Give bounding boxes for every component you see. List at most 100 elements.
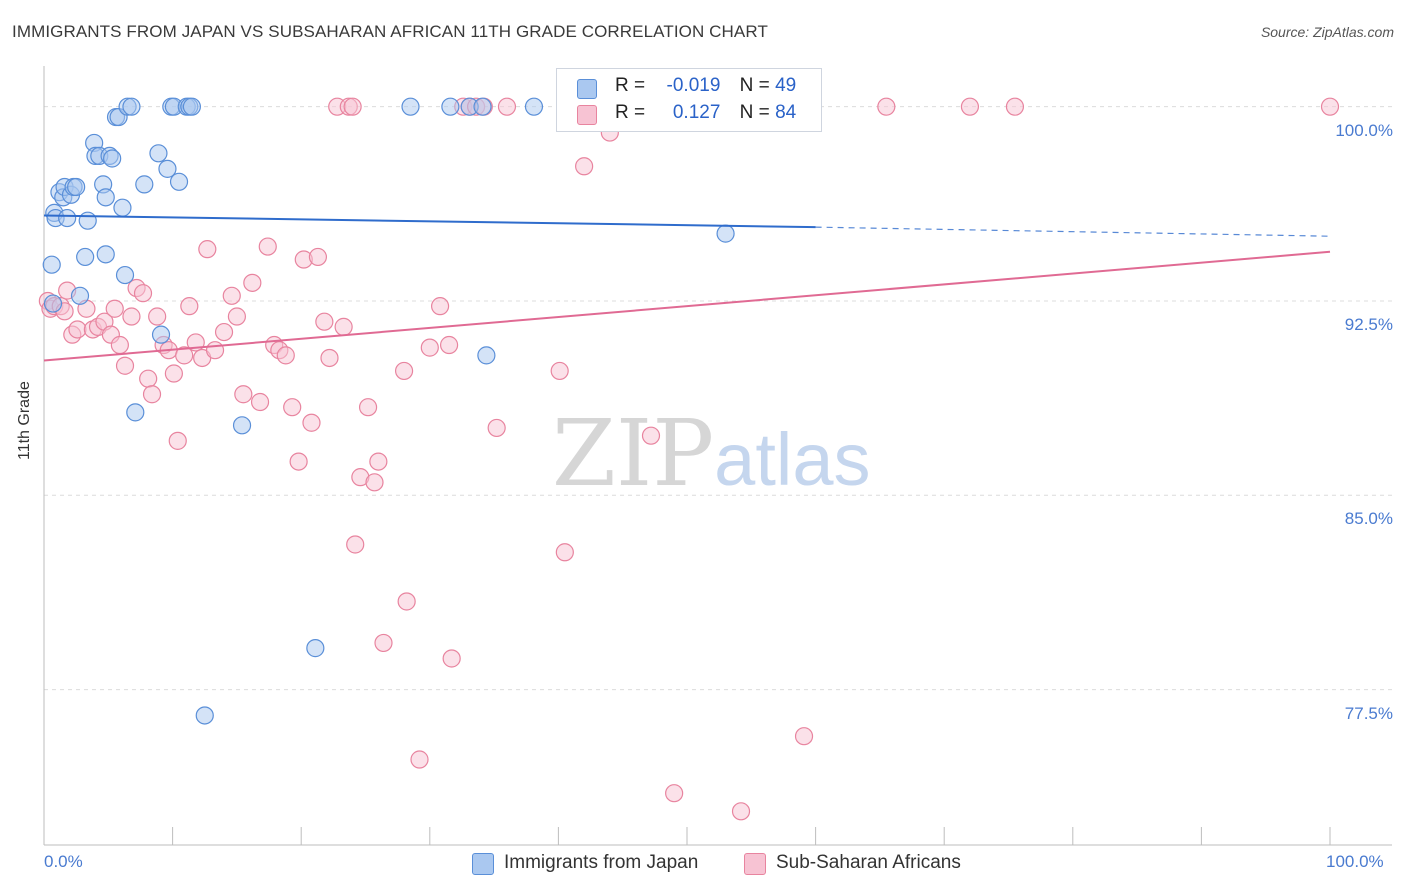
data-point-japan	[232, 416, 252, 435]
data-point-africa	[148, 307, 167, 326]
data-point-japan	[135, 175, 154, 194]
data-point-africa	[180, 297, 199, 316]
data-point-africa	[234, 385, 253, 404]
legend-label-africa: Sub-Saharan Africans	[776, 852, 961, 873]
data-point-africa	[575, 157, 594, 176]
data-point-africa	[334, 317, 353, 336]
data-point-africa	[877, 97, 896, 116]
data-point-africa	[430, 297, 450, 316]
data-point-africa	[302, 413, 321, 432]
legend-r-value-africa: 0.127	[672, 102, 721, 123]
data-point-africa	[198, 240, 217, 259]
trend-line-japan	[43, 214, 816, 229]
legend-r-value-japan: -0.019	[666, 75, 721, 96]
series-sub-saharan-africans	[38, 97, 1340, 821]
data-point-africa	[258, 237, 277, 256]
legend-bottom-swatch-japan	[472, 853, 494, 875]
legend-n-value-japan: 49	[775, 75, 797, 96]
data-point-africa	[497, 97, 517, 116]
data-point-africa	[1005, 97, 1025, 116]
data-point-japan	[441, 97, 460, 116]
data-point-japan	[76, 247, 95, 267]
data-point-africa	[68, 320, 87, 339]
legend-r-label: R =	[615, 75, 646, 96]
data-point-africa	[168, 431, 187, 450]
trend-lines	[43, 214, 1331, 362]
data-point-africa	[222, 286, 241, 305]
x-tick-label-min: 0.0%	[44, 852, 83, 871]
legend-row-japan: R = -0.019 N = 49	[615, 75, 796, 97]
data-point-africa	[794, 727, 814, 746]
data-point-africa	[289, 452, 308, 471]
data-point-africa	[164, 364, 183, 383]
watermark-zip: ZIP	[552, 400, 715, 507]
data-point-africa	[214, 322, 234, 342]
data-point-africa	[110, 335, 129, 355]
data-point-africa	[115, 356, 135, 375]
y-tick-label: 100.0%	[1335, 120, 1393, 140]
data-point-africa	[122, 307, 141, 326]
data-point-africa	[960, 97, 980, 116]
legend-bottom-swatch-africa	[744, 853, 766, 875]
data-point-japan	[716, 224, 735, 243]
data-point-japan	[43, 294, 63, 313]
chart-title: IMMIGRANTS FROM JAPAN VS SUBSAHARAN AFRI…	[12, 22, 768, 41]
data-point-japan	[149, 144, 168, 163]
data-point-africa	[439, 335, 459, 355]
data-point-africa	[442, 649, 461, 668]
y-tick-label: 85.0%	[1344, 509, 1393, 529]
data-point-africa	[641, 426, 661, 445]
data-point-africa	[397, 592, 416, 611]
data-point-africa	[276, 346, 295, 365]
chart-source: Source: ZipAtlas.com	[1260, 24, 1394, 40]
data-point-africa	[343, 97, 362, 116]
data-point-japan	[70, 286, 90, 305]
data-point-japan	[42, 255, 61, 274]
correlation-legend: R = -0.019 N = 49 R = 0.127 N = 84	[556, 68, 822, 132]
data-point-africa	[243, 273, 262, 292]
data-point-africa	[555, 543, 574, 562]
data-point-africa	[175, 346, 194, 365]
data-point-africa	[315, 312, 334, 331]
data-point-africa	[205, 341, 225, 360]
trend-line-africa	[43, 250, 1331, 362]
data-point-africa	[320, 348, 339, 368]
data-point-africa	[420, 338, 439, 357]
data-point-japan	[67, 177, 86, 197]
y-axis-label: 11th Grade	[16, 381, 33, 460]
x-tick-label-max: 100.0%	[1326, 852, 1384, 871]
data-point-japan	[58, 208, 77, 228]
data-point-japan	[151, 325, 171, 344]
data-point-japan	[115, 265, 135, 285]
data-point-africa	[283, 398, 302, 417]
data-point-africa	[365, 473, 384, 492]
legend-label-japan: Immigrants from Japan	[504, 852, 699, 873]
data-point-japan	[473, 97, 492, 116]
data-point-japan	[477, 346, 496, 365]
data-point-africa	[133, 284, 153, 303]
data-point-japan	[158, 159, 177, 178]
data-point-africa	[731, 802, 751, 821]
legend-item-africa: Sub-Saharan Africans	[744, 852, 961, 875]
data-point-africa	[410, 750, 429, 769]
data-point-japan	[401, 97, 420, 116]
data-point-japan	[169, 172, 189, 191]
data-point-africa	[227, 307, 246, 326]
data-point-japan	[126, 403, 145, 422]
data-point-japan	[103, 149, 122, 168]
data-point-africa	[487, 418, 506, 438]
data-point-japan	[182, 97, 201, 116]
data-point-japan	[78, 211, 97, 230]
legend-n-label: N =	[739, 75, 770, 96]
legend-n-label: N =	[739, 102, 770, 123]
data-point-japan	[122, 97, 141, 116]
watermark-atlas: atlas	[714, 418, 871, 501]
data-point-japan	[113, 198, 132, 217]
trend-line-japan-extension	[815, 226, 1331, 237]
y-tick-label: 77.5%	[1344, 703, 1393, 723]
data-point-africa	[346, 535, 365, 554]
data-point-africa	[142, 385, 162, 404]
data-point-japan	[96, 245, 115, 264]
data-point-japan	[195, 706, 214, 725]
series-immigrants-from-japan	[42, 97, 735, 725]
